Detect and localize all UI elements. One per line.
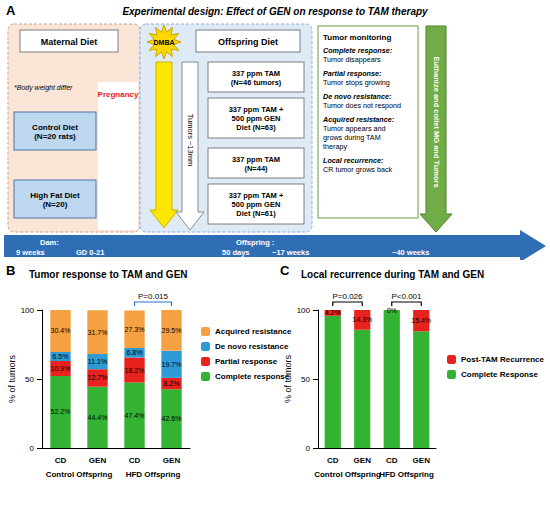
svg-text:GD 0-21: GD 0-21 bbox=[76, 248, 104, 257]
svg-text:B: B bbox=[6, 263, 15, 278]
svg-text:Pregnancy: Pregnancy bbox=[98, 90, 139, 99]
svg-text:P<0.001: P<0.001 bbox=[391, 292, 422, 301]
svg-text:Complete response:: Complete response: bbox=[323, 46, 393, 55]
svg-text:6.5%: 6.5% bbox=[53, 353, 69, 360]
svg-text:therapy: therapy bbox=[323, 142, 347, 151]
svg-text:Local recurrence during TAM an: Local recurrence during TAM and GEN bbox=[301, 269, 484, 280]
svg-text:DMBA: DMBA bbox=[154, 39, 175, 46]
svg-text:Dam:: Dam: bbox=[40, 238, 59, 247]
svg-text:50: 50 bbox=[301, 375, 310, 384]
svg-text:~17 weeks: ~17 weeks bbox=[272, 248, 309, 257]
svg-text:19.7%: 19.7% bbox=[162, 361, 182, 368]
svg-text:Complete response: Complete response bbox=[215, 372, 290, 381]
svg-text:Tumors ~13mm: Tumors ~13mm bbox=[186, 114, 195, 166]
svg-text:Experimental design: Effect of: Experimental design: Effect of GEN on re… bbox=[122, 6, 428, 17]
svg-text:HFD Offspring: HFD Offspring bbox=[126, 470, 181, 479]
svg-text:HFD Offspring: HFD Offspring bbox=[379, 470, 434, 479]
svg-text:Diet (N=61): Diet (N=61) bbox=[236, 209, 276, 218]
svg-text:11.1%: 11.1% bbox=[88, 358, 107, 365]
svg-text:% of tumors: % of tumors bbox=[7, 354, 17, 403]
svg-text:6.8%: 6.8% bbox=[127, 349, 143, 356]
svg-text:Tumor stops growing: Tumor stops growing bbox=[323, 78, 390, 87]
svg-text:Tumor response to TAM and GEN: Tumor response to TAM and GEN bbox=[29, 269, 188, 280]
svg-text:High Fat Diet: High Fat Diet bbox=[30, 191, 80, 200]
svg-text:9 weeks: 9 weeks bbox=[16, 248, 45, 257]
svg-text:P=0.026: P=0.026 bbox=[332, 292, 363, 301]
svg-text:Diet (N=63): Diet (N=63) bbox=[236, 123, 276, 132]
svg-text:50 days: 50 days bbox=[222, 248, 250, 257]
svg-text:337 ppm TAM: 337 ppm TAM bbox=[232, 155, 280, 164]
svg-text:CD: CD bbox=[55, 456, 67, 465]
svg-text:10.9%: 10.9% bbox=[51, 365, 71, 372]
svg-text:Maternal Diet: Maternal Diet bbox=[41, 37, 98, 47]
svg-text:CD: CD bbox=[129, 456, 141, 465]
svg-text:*Body weight differ: *Body weight differ bbox=[14, 84, 73, 92]
svg-text:52.2%: 52.2% bbox=[51, 408, 71, 415]
svg-text:30.4%: 30.4% bbox=[51, 327, 71, 334]
svg-text:Complete Response: Complete Response bbox=[461, 370, 538, 379]
svg-text:Control Diet: Control Diet bbox=[32, 123, 78, 132]
svg-text:De novo resistance:: De novo resistance: bbox=[323, 92, 392, 101]
svg-text:29.5%: 29.5% bbox=[162, 327, 182, 334]
svg-text:GEN: GEN bbox=[413, 456, 431, 465]
svg-text:100: 100 bbox=[21, 306, 35, 315]
svg-text:Offspring Diet: Offspring Diet bbox=[218, 37, 278, 47]
svg-text:(N=46 tumors): (N=46 tumors) bbox=[231, 78, 282, 87]
svg-text:GEN: GEN bbox=[89, 456, 107, 465]
svg-text:12.7%: 12.7% bbox=[88, 374, 108, 381]
svg-text:(N=20 rats): (N=20 rats) bbox=[34, 132, 76, 141]
svg-text:Tumor appears and: Tumor appears and bbox=[323, 124, 385, 133]
svg-text:GEN: GEN bbox=[354, 456, 372, 465]
svg-text:A: A bbox=[6, 3, 16, 18]
svg-text:0%: 0% bbox=[387, 307, 397, 314]
svg-text:Acquired resistance: Acquired resistance bbox=[215, 327, 292, 336]
svg-text:27.3%: 27.3% bbox=[125, 326, 145, 333]
svg-text:(N=44): (N=44) bbox=[244, 164, 268, 173]
svg-text:Control Offspring: Control Offspring bbox=[46, 470, 113, 479]
svg-text:500 ppm GEN: 500 ppm GEN bbox=[232, 114, 281, 123]
svg-text:Tumor does not respond: Tumor does not respond bbox=[323, 101, 401, 110]
svg-text:31.7%: 31.7% bbox=[88, 329, 108, 336]
svg-text:Tumor monitoring: Tumor monitoring bbox=[323, 33, 391, 42]
svg-text:% of tumors: % of tumors bbox=[283, 355, 294, 403]
svg-text:Local recurrence:: Local recurrence: bbox=[323, 156, 384, 165]
svg-text:CR tumor grows back: CR tumor grows back bbox=[323, 165, 393, 174]
svg-text:GEN: GEN bbox=[163, 456, 181, 465]
svg-text:0: 0 bbox=[30, 444, 35, 453]
svg-text:Partial response:: Partial response: bbox=[323, 69, 382, 78]
svg-text:500 ppm GEN: 500 ppm GEN bbox=[232, 200, 281, 209]
svg-text:P=0.015: P=0.015 bbox=[138, 292, 169, 301]
svg-text:44.4%: 44.4% bbox=[88, 414, 108, 421]
svg-text:Tumor disappears: Tumor disappears bbox=[323, 55, 381, 64]
svg-text:337 ppm TAM +: 337 ppm TAM + bbox=[229, 191, 284, 200]
svg-text:CD: CD bbox=[386, 456, 398, 465]
svg-text:50: 50 bbox=[25, 375, 34, 384]
svg-text:C: C bbox=[280, 263, 290, 278]
svg-text:Post-TAM Recurrence: Post-TAM Recurrence bbox=[461, 355, 545, 364]
svg-text:337 ppm TAM: 337 ppm TAM bbox=[232, 69, 280, 78]
svg-text:Euthanize and collet MG and Tu: Euthanize and collet MG and Tumors bbox=[432, 56, 441, 187]
svg-text:De novo resistance: De novo resistance bbox=[215, 342, 289, 351]
svg-text:4.2%: 4.2% bbox=[325, 309, 341, 316]
svg-text:47.4%: 47.4% bbox=[125, 412, 145, 419]
svg-text:(N=20): (N=20) bbox=[43, 200, 68, 209]
svg-text:Offspring :: Offspring : bbox=[236, 238, 274, 247]
svg-text:14.3%: 14.3% bbox=[352, 316, 372, 323]
svg-text:337 ppm TAM +: 337 ppm TAM + bbox=[229, 105, 284, 114]
svg-text:grows during TAM: grows during TAM bbox=[323, 133, 381, 142]
svg-text:0: 0 bbox=[306, 444, 311, 453]
svg-text:Partial response: Partial response bbox=[215, 357, 278, 366]
svg-text:8.2%: 8.2% bbox=[164, 380, 180, 387]
svg-text:100: 100 bbox=[297, 306, 311, 315]
svg-text:42.6%: 42.6% bbox=[162, 415, 182, 422]
svg-text:18.2%: 18.2% bbox=[125, 367, 145, 374]
svg-text:15.4%: 15.4% bbox=[411, 317, 431, 324]
svg-text:~40 weeks: ~40 weeks bbox=[392, 248, 429, 257]
svg-text:Acquired resistance:: Acquired resistance: bbox=[322, 115, 395, 124]
svg-text:Control Offspring: Control Offspring bbox=[314, 470, 381, 479]
svg-text:CD: CD bbox=[327, 456, 339, 465]
